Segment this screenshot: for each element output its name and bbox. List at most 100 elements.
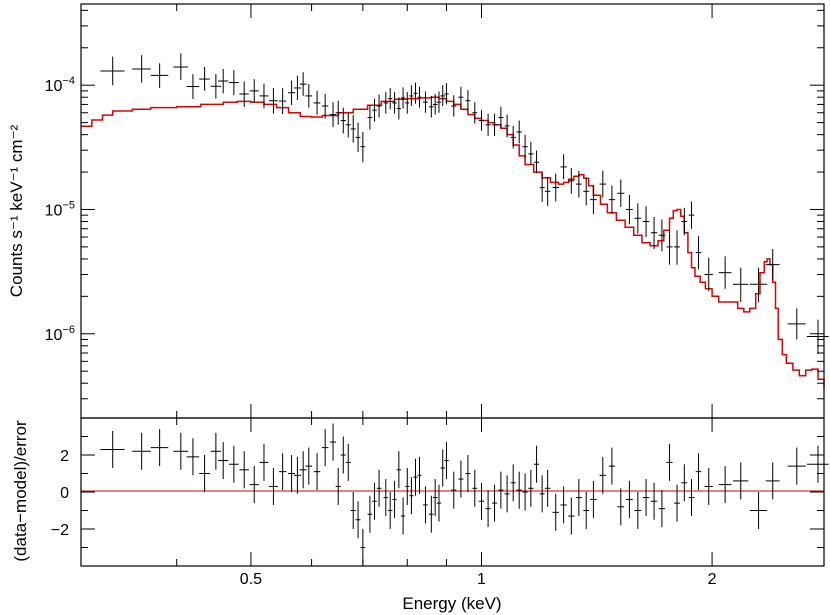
data-point (249, 79, 259, 103)
data-point (321, 93, 329, 119)
residual-point (458, 460, 464, 498)
data-point (718, 256, 732, 289)
y-tick-label: 0 (60, 485, 69, 502)
residual-point (681, 464, 688, 502)
residual-point (293, 456, 301, 494)
residual-point (599, 456, 607, 494)
residual-point (299, 451, 307, 489)
data-point (510, 125, 516, 149)
residual-point (451, 471, 457, 509)
data-point (534, 150, 540, 174)
residual-point (528, 469, 534, 507)
residual-point (472, 469, 478, 507)
residual-point (269, 467, 278, 505)
data-point (210, 74, 222, 99)
data-point (409, 85, 414, 107)
x-tick-label: 0.5 (240, 571, 262, 588)
residual-point (765, 462, 780, 500)
data-point (599, 170, 607, 198)
data-point (681, 207, 688, 236)
data-point (199, 67, 210, 91)
data-point (575, 170, 582, 198)
residual-point (278, 453, 287, 491)
residual-point (376, 469, 382, 507)
residual-point (522, 473, 528, 511)
data-points (100, 53, 829, 354)
data-point (288, 80, 296, 106)
residual-point (210, 432, 222, 470)
residual-point (650, 482, 658, 520)
residual-point (228, 445, 239, 483)
data-point (485, 113, 491, 137)
data-point (472, 102, 478, 124)
data-point (278, 88, 287, 115)
residual-point (345, 443, 351, 481)
residual-point (608, 447, 616, 485)
residual-point (199, 455, 210, 492)
residual-point (132, 432, 151, 470)
data-point (392, 92, 397, 114)
data-point (787, 308, 806, 340)
data-point (440, 85, 445, 107)
residual-point (666, 443, 673, 481)
data-point (100, 56, 125, 86)
data-point (650, 216, 658, 250)
residual-point (642, 479, 650, 517)
data-point (299, 72, 307, 96)
data-point (335, 100, 341, 125)
data-point (634, 203, 642, 234)
residual-point (560, 486, 567, 524)
residual-point (575, 479, 582, 517)
residual-point (288, 455, 296, 492)
data-point (345, 111, 351, 138)
residual-point (218, 442, 229, 480)
data-point (132, 54, 151, 83)
spectrum-plot-frame (80, 3, 825, 419)
residuals-y-tick-labels: 2 0 −2 (51, 448, 69, 539)
data-point (504, 114, 510, 138)
residual-point (100, 430, 125, 468)
data-point (413, 82, 418, 104)
residual-point (674, 484, 680, 522)
residual-point (590, 480, 597, 518)
data-point (329, 102, 337, 128)
residuals-panel: 2 0 −2 0.5 1 2 (data−model)/error Energy (ke… (11, 417, 829, 613)
data-point (423, 91, 428, 113)
residuals-ticks (80, 417, 824, 567)
data-point (259, 83, 269, 109)
residual-point (516, 471, 522, 509)
residual-point (704, 467, 713, 505)
residual-point (485, 490, 491, 528)
data-point (432, 93, 438, 115)
spectrum-ticks (80, 4, 824, 418)
data-point (642, 206, 650, 238)
residual-point (432, 479, 438, 517)
residual-point (806, 445, 829, 483)
data-point (560, 154, 567, 180)
residual-point (510, 464, 516, 502)
residual-point (552, 493, 559, 531)
data-point (733, 267, 749, 303)
residual-point (544, 469, 551, 507)
data-point (451, 95, 457, 117)
residual-point (305, 447, 313, 485)
residual-point (173, 432, 189, 470)
data-point (806, 319, 829, 354)
data-point (218, 68, 229, 94)
residual-point (409, 477, 414, 515)
data-point (269, 87, 278, 114)
data-point (372, 98, 377, 122)
data-point (150, 63, 169, 88)
data-point (428, 95, 434, 118)
data-point (228, 70, 239, 96)
x-tick-label: 1 (477, 571, 486, 588)
data-point (704, 257, 713, 292)
data-point (388, 87, 393, 110)
data-point (355, 122, 361, 153)
data-point (749, 267, 768, 303)
data-point (498, 106, 504, 129)
residual-point (340, 436, 346, 474)
data-point (173, 53, 189, 81)
residual-point (413, 458, 418, 496)
